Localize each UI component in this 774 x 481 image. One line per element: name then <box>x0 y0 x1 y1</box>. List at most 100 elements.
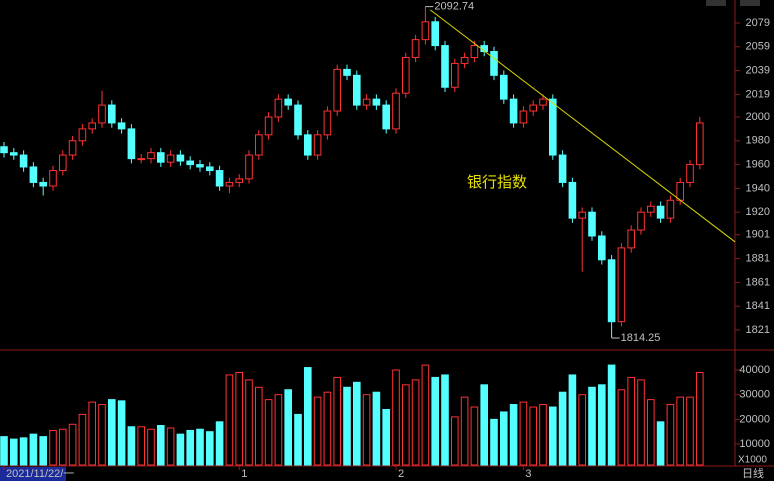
volume-bar <box>313 396 322 466</box>
volume-bar <box>696 371 704 466</box>
y-tick-label: 2079 <box>746 17 770 29</box>
candle-body <box>460 56 469 64</box>
volume-bar <box>39 436 48 466</box>
volume-bar <box>372 391 381 466</box>
candle-body <box>157 152 165 163</box>
candle-body <box>353 74 361 106</box>
volume-bar <box>186 429 194 466</box>
candle-body <box>313 134 322 156</box>
volume-bar <box>304 367 312 466</box>
volume-bar <box>480 384 488 466</box>
y2-tick-label: 30000 <box>739 389 770 401</box>
volume-bar <box>157 425 165 466</box>
x-tick-label: 3 <box>525 468 531 480</box>
candle-body <box>255 134 263 156</box>
candle-body <box>10 152 18 156</box>
volume-bar <box>362 394 371 466</box>
volume-bar <box>421 364 430 466</box>
candle-body <box>0 146 8 154</box>
candle-body <box>333 68 341 112</box>
candle-body <box>176 154 185 162</box>
x-tick-label: 1 <box>241 468 247 480</box>
volume-bar <box>392 369 400 466</box>
candle-body <box>441 45 449 88</box>
candle-body <box>108 104 116 124</box>
candle-body <box>500 74 508 100</box>
volume-bar <box>127 426 136 466</box>
window-button[interactable] <box>706 0 726 6</box>
volume-bar <box>578 394 587 466</box>
volume-bar <box>598 384 606 466</box>
candle-body <box>235 178 243 183</box>
candle-body <box>372 98 381 106</box>
volume-bar <box>323 391 332 466</box>
candle-body <box>117 122 126 130</box>
candle-body <box>656 205 665 219</box>
volume-bar <box>539 404 547 466</box>
y-tick-label: 2039 <box>746 64 770 76</box>
window-button[interactable] <box>740 0 760 6</box>
candle-body <box>68 140 77 156</box>
y2-tick-label: 20000 <box>739 413 770 425</box>
candle-body <box>264 116 273 136</box>
volume-bar <box>49 429 57 466</box>
candle-body <box>666 199 675 219</box>
volume-bar <box>245 379 253 466</box>
candle-body <box>19 154 28 168</box>
candle-body <box>127 128 136 160</box>
candle-body <box>29 166 38 183</box>
volume-bar <box>647 399 655 466</box>
volume-bar <box>382 408 390 466</box>
candle-body <box>392 92 400 130</box>
volume-bar <box>264 399 273 466</box>
volume-bar <box>333 376 341 466</box>
y2-tick-label: 10000 <box>739 438 770 450</box>
y-tick-label: 1821 <box>746 324 770 336</box>
candle-body <box>490 51 498 76</box>
y2-tick-label: 40000 <box>739 364 770 376</box>
candle-body <box>215 170 224 187</box>
x-tick-label: 2 <box>398 468 404 480</box>
candle-body <box>225 181 234 187</box>
candle-body <box>431 21 439 47</box>
volume-bar <box>98 404 106 466</box>
candle-body <box>588 211 596 237</box>
period-label: 日线 <box>742 466 764 480</box>
candle-body <box>509 98 518 124</box>
candle-body <box>558 154 567 183</box>
volume-bar <box>470 406 479 466</box>
candle-body <box>647 205 655 213</box>
candle-body <box>529 104 538 112</box>
volume-bar <box>78 413 87 466</box>
volume-bar <box>509 404 518 466</box>
y-tick-label: 2019 <box>746 88 770 100</box>
volume-bar <box>411 379 420 466</box>
candle-body <box>304 134 312 156</box>
volume-bar <box>294 413 302 466</box>
candle-body <box>294 104 302 136</box>
volume-bar <box>490 418 498 466</box>
volume-bar <box>284 389 292 466</box>
candle-body <box>196 164 204 168</box>
volume-bar <box>402 384 410 466</box>
candle-body <box>617 247 626 323</box>
trend-line <box>429 9 736 243</box>
y-tick-label: 2059 <box>746 41 770 53</box>
candle-body <box>147 152 155 160</box>
volume-bar <box>68 423 77 466</box>
candle-body <box>578 211 587 219</box>
volume-bar <box>176 433 185 466</box>
volume-bar <box>617 389 626 466</box>
y-tick-label: 2000 <box>746 111 770 123</box>
candle-body <box>568 181 577 219</box>
volume-unit: X1000 <box>738 455 767 466</box>
candle-body <box>88 122 97 130</box>
volume-bar <box>117 400 126 466</box>
candle-body <box>362 98 371 106</box>
candle-body <box>59 154 67 172</box>
volume-bar <box>686 396 694 466</box>
volume-bar <box>59 428 67 466</box>
volume-bar <box>451 416 459 466</box>
candle-body <box>206 166 214 172</box>
